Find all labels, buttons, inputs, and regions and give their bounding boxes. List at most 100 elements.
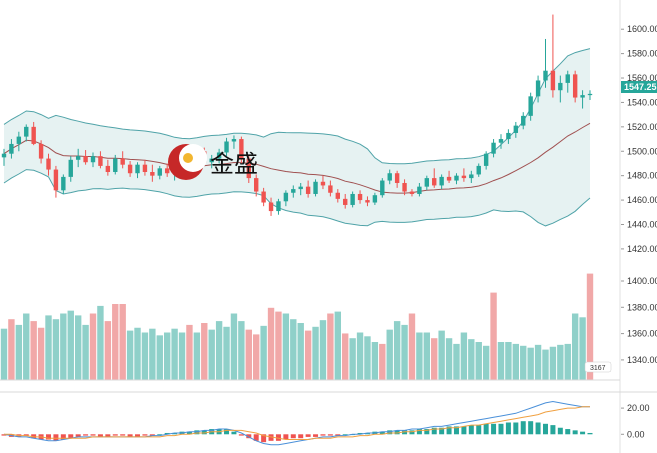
bollinger-lower-line [3, 169, 591, 227]
price-tick-label: 1480.00 [627, 171, 657, 181]
volume-bar [178, 332, 186, 380]
macd-dif-line [3, 400, 590, 446]
candle-body [417, 186, 422, 194]
candle-body [461, 175, 467, 179]
bollinger-band-fill [4, 48, 590, 226]
candle-body [31, 126, 36, 144]
macd-histogram-bar [224, 429, 230, 435]
volume-bar [304, 330, 312, 380]
volume-bar [482, 345, 490, 380]
candle-body [38, 143, 44, 159]
macd-histogram-bar [313, 434, 319, 437]
price-panel [1, 14, 593, 227]
macd-histogram-bar [75, 434, 81, 437]
candle-body [150, 172, 155, 176]
volume-bar [215, 321, 223, 380]
last-price-label: 1547.25 [624, 82, 657, 92]
volume-bar [445, 338, 453, 380]
volume-bar [312, 326, 319, 380]
macd-histogram-bar [580, 431, 586, 435]
price-axis: 1600.00 1580.00 1560.00 1540.00 1520.00 1500.… [619, 0, 657, 453]
candle-body [276, 201, 281, 212]
candle-body [53, 169, 59, 191]
candle-body [343, 198, 348, 205]
volume-bar [119, 304, 126, 380]
volume-bar [260, 325, 267, 380]
macd-histogram-bar [364, 432, 370, 435]
volume-bar [423, 332, 431, 380]
macd-histogram-bar [127, 434, 133, 437]
logo-text: 金盛 [210, 150, 258, 178]
price-tick-label: 1400.00 [627, 276, 657, 286]
macd-histogram-bar [431, 427, 437, 435]
volume-bar [126, 330, 134, 380]
candle-body [120, 158, 125, 165]
sun-logo-icon [183, 153, 193, 163]
volume-bar [0, 328, 8, 380]
price-tick-label: 1420.00 [627, 244, 657, 254]
volume-bar [104, 321, 112, 380]
candle-body [409, 191, 415, 194]
macd-histogram-bar [394, 430, 400, 435]
volume-bar [253, 334, 260, 380]
candle-body [432, 178, 437, 186]
volume-bar [431, 338, 438, 380]
candle-body [365, 200, 370, 203]
volume-tag: 3167 [584, 361, 612, 373]
candle-body [261, 191, 266, 203]
candle-body [142, 164, 148, 173]
candle-body [135, 164, 140, 174]
macd-histogram-bar [387, 430, 393, 435]
macd-histogram-bar [60, 434, 66, 440]
candle-body [164, 168, 170, 174]
volume-bar [327, 313, 334, 380]
macd-histogram-bar [142, 434, 148, 436]
candle-body [68, 159, 73, 177]
candle-body [446, 176, 452, 181]
volume-bar [67, 310, 74, 380]
macd-histogram-bar [550, 425, 556, 435]
volume-bar [349, 338, 356, 380]
candle-body [387, 173, 392, 181]
volume-bar [134, 327, 141, 380]
volume-bar [401, 324, 408, 380]
candle-body [454, 175, 459, 181]
macd-histogram-bar [461, 426, 467, 435]
macd-histogram-bar [186, 431, 192, 435]
candle-body [521, 115, 526, 126]
candle-body [283, 192, 289, 202]
price-tick-label: 1440.00 [627, 219, 657, 229]
candle-body [498, 139, 504, 143]
candle-body [394, 173, 400, 183]
candle-body [335, 192, 340, 199]
macd-tick-label: 0.00 [627, 429, 645, 439]
candle-body [313, 181, 318, 194]
candle-body [46, 158, 51, 170]
volume-bar [564, 343, 571, 380]
macd-histogram-bar [513, 422, 519, 435]
candle-body [239, 139, 244, 159]
macd-histogram-bar [491, 423, 497, 435]
candle-body [550, 70, 556, 91]
volume-bar [112, 304, 119, 380]
volume-tag-label: 3167 [590, 365, 606, 372]
macd-histogram-bar [557, 427, 563, 435]
candle-body [246, 158, 251, 179]
macd-histogram-bar [468, 425, 474, 435]
volume-bar [371, 342, 379, 380]
volume-bar [468, 339, 475, 380]
volume-bar [230, 313, 238, 380]
volume-bar [520, 345, 527, 380]
candle-body [83, 156, 88, 163]
candle-body [9, 143, 14, 154]
macd-histogram-bar [320, 434, 326, 436]
macd-histogram-bar [53, 434, 59, 441]
volume-bar [163, 332, 171, 380]
macd-histogram-bar [565, 429, 571, 435]
macd-histogram-bar [23, 434, 29, 436]
volume-bar [82, 324, 89, 380]
candle-body [127, 164, 133, 174]
macd-histogram-bar [439, 427, 445, 435]
candle-body [491, 142, 496, 154]
volume-bar [393, 321, 401, 380]
